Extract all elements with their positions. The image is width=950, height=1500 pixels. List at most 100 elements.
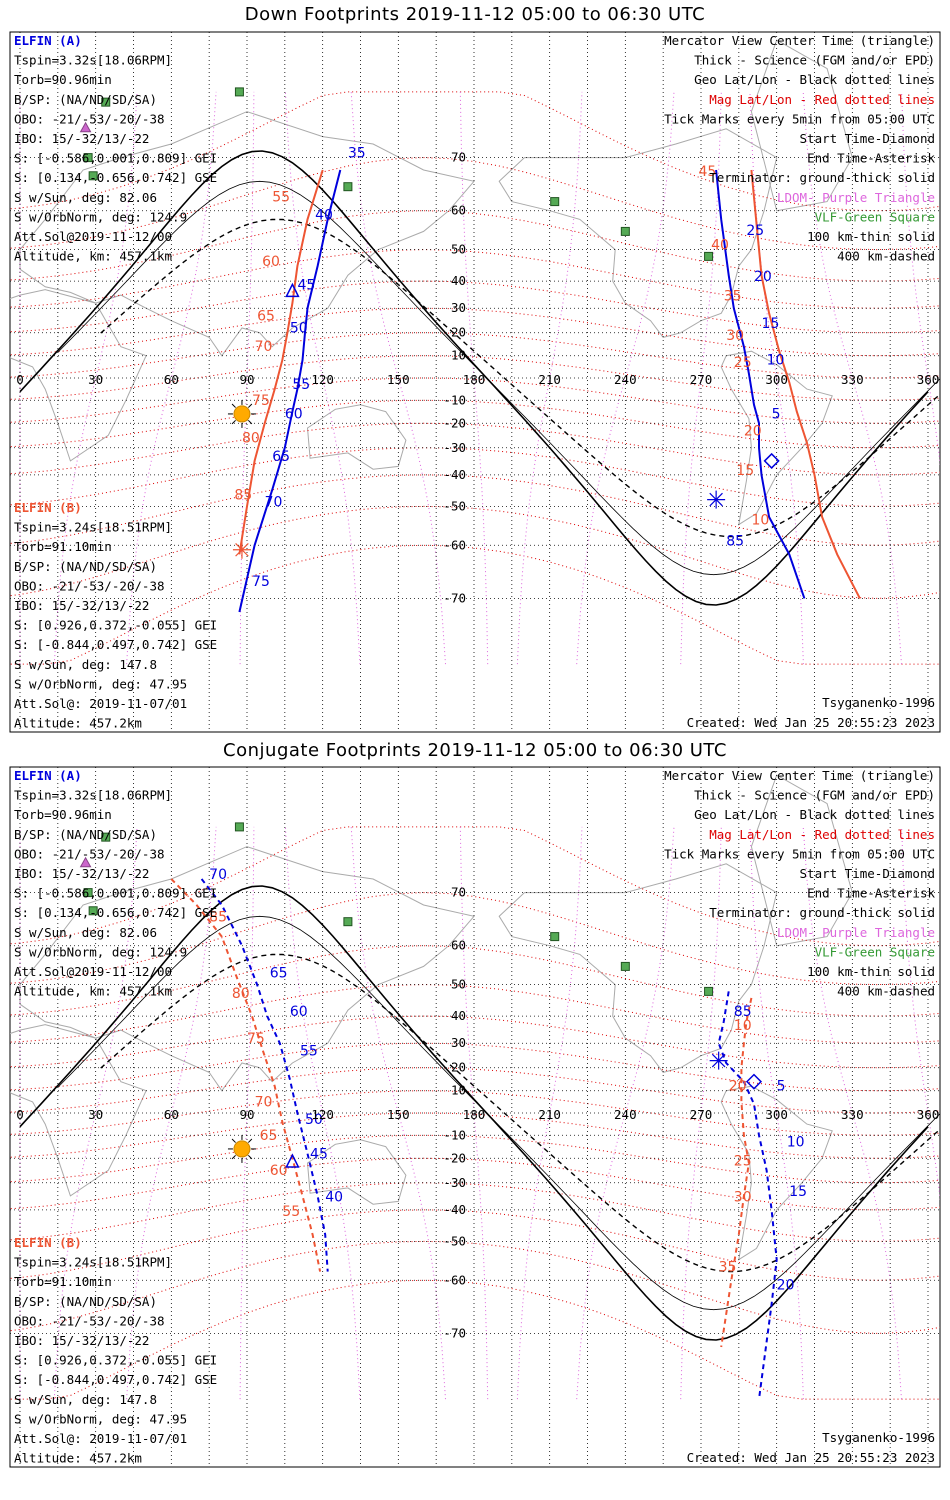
lon-axis-label: 300 xyxy=(765,372,788,387)
elfin-a-tick-label: 40 xyxy=(325,1189,343,1205)
elfin-b-info: Tspin=3.24s[18.51RPM] xyxy=(14,520,172,535)
elfin-a-info: S w/OrbNorm, deg: 124.9 xyxy=(14,944,187,959)
elfin-a-tick-label: 60 xyxy=(290,1004,308,1020)
elfin-b-tick-label: 15 xyxy=(736,463,754,479)
ldom-triangle xyxy=(79,121,92,133)
lon-axis-label: 150 xyxy=(387,372,410,387)
elfin-a-tick-label: 20 xyxy=(754,269,772,285)
legend-entry: Start Time-Diamond xyxy=(800,866,935,881)
elfin-b-label: ELFIN (B) xyxy=(14,500,82,515)
vlf-station-square xyxy=(101,832,111,842)
elfin-a-info: Torb=90.96min xyxy=(14,72,112,87)
elfin-a-tick-label: 85 xyxy=(726,533,744,549)
elfin-a-tick-label: 50 xyxy=(290,321,308,337)
elfin-a-track xyxy=(717,991,778,1400)
lon-axis-label: 0 xyxy=(16,1107,24,1122)
mag-longitude-line xyxy=(901,826,940,1202)
legend-entry: Mercator View Center Time (triangle) xyxy=(664,33,935,48)
vlf-station-square xyxy=(704,986,714,996)
elfin-a-tick-label: 55 xyxy=(300,1044,318,1060)
elfin-a-tick-label: 75 xyxy=(252,574,270,590)
elfin-b-label: ELFIN (B) xyxy=(14,1235,82,1250)
elfin-a-info: S: [0.134,-0.656,0.742] GSE xyxy=(14,170,217,185)
elfin-b-tick-label: 10 xyxy=(751,513,769,529)
mag-latitude-line xyxy=(10,355,940,401)
lon-axis-label: 210 xyxy=(538,372,561,387)
lat-axis-label: -60 xyxy=(443,1272,466,1287)
land-outline xyxy=(720,350,833,526)
lat-axis-label: -20 xyxy=(443,1150,466,1165)
terminator-100km xyxy=(57,180,940,576)
elfin-a-info: S w/Sun, deg: 82.06 xyxy=(14,190,157,205)
mag-latitude-line xyxy=(10,399,940,449)
lat-axis-label: -70 xyxy=(443,1325,466,1340)
elfin-b-info: S: [-0.844,0.497,0.742] GSE xyxy=(14,1372,217,1387)
land-outline xyxy=(498,128,778,338)
elfin-b-info: S w/Sun, deg: 147.8 xyxy=(14,657,157,672)
elfin-b-tick-label: 80 xyxy=(242,431,260,447)
elfin-a-tick-label: 65 xyxy=(270,966,288,982)
land-outline xyxy=(750,774,853,947)
lat-axis-label: -10 xyxy=(443,1127,466,1142)
mag-latitude-line xyxy=(10,1090,940,1136)
lat-axis-label: -30 xyxy=(443,1175,466,1190)
mag-latitude-line xyxy=(10,1134,940,1184)
lat-axis-label: 20 xyxy=(451,325,466,340)
legend-entry: LDOM- Purple Triangle xyxy=(777,925,935,940)
elfin-a-tick-label: 10 xyxy=(787,1135,805,1151)
elfin-b-info: IBO: 15/-32/13/-22 xyxy=(14,1333,149,1348)
legend-entry: 100 km-thin solid xyxy=(807,229,935,244)
lat-axis-label: 10 xyxy=(451,1083,466,1098)
legend-entry: Terminator: ground-thick solid xyxy=(709,170,935,185)
elfin-a-info: S w/Sun, deg: 82.06 xyxy=(14,925,157,940)
lon-axis-label: 240 xyxy=(614,1107,637,1122)
elfin-a-info: S w/OrbNorm, deg: 124.9 xyxy=(14,209,187,224)
start-diamond xyxy=(763,452,780,469)
elfin-a-tick-label: 70 xyxy=(209,867,227,883)
elfin-b-tick-label: 60 xyxy=(262,254,280,270)
elfin-b-tick-label: 70 xyxy=(255,339,273,355)
legend-entry: 100 km-thin solid xyxy=(807,964,935,979)
mag-latitude-line xyxy=(10,826,940,947)
elfin-b-tick-label: 45 xyxy=(698,164,716,180)
mag-latitude-line xyxy=(10,91,940,212)
elfin-b-tick-label: 75 xyxy=(252,393,270,409)
mag-latitude-line xyxy=(10,1015,940,1069)
sun-ray xyxy=(231,1154,236,1160)
lat-axis-label: 50 xyxy=(451,242,466,257)
elfin-a-track xyxy=(715,169,806,599)
legend-entry: Mag Lat/Lon - Red dotted lines xyxy=(709,827,935,842)
mag-latitude-line xyxy=(10,1112,940,1159)
elfin-b-info: Altitude: 457.2km xyxy=(14,716,142,731)
lat-axis-label: -50 xyxy=(443,498,466,513)
elfin-a-info: Tspin=3.32s[18.06RPM] xyxy=(14,53,172,68)
mag-latitude-line xyxy=(10,505,940,599)
elfin-b-tick-label: 85 xyxy=(234,488,252,504)
sun-ray xyxy=(231,1138,236,1143)
elfin-a-info: Torb=90.96min xyxy=(14,807,112,822)
elfin-a-track xyxy=(200,878,329,1272)
elfin-a-info: OBO: -21/-53/-20/-38 xyxy=(14,111,165,126)
vlf-station-square xyxy=(550,197,560,207)
elfin-a-tick-label: 45 xyxy=(297,278,315,294)
lon-axis-label: 120 xyxy=(311,1107,334,1122)
lon-axis-label: 60 xyxy=(164,1107,179,1122)
mag-latitude-line xyxy=(10,1042,940,1092)
land-outline xyxy=(720,1085,833,1261)
elfin-b-track xyxy=(238,169,324,555)
panel1-title: Down Footprints 2019-11-12 05:00 to 06:3… xyxy=(244,4,706,25)
vlf-station-square xyxy=(704,251,714,261)
sun-ray xyxy=(247,403,253,408)
lat-axis-label: -30 xyxy=(443,440,466,455)
elfin-a-tick-label: 35 xyxy=(348,146,366,162)
elfin-b-info: S: [-0.844,0.497,0.742] GSE xyxy=(14,637,217,652)
elfin-b-info: Att.Sol@: 2019-11-07/01 xyxy=(14,1431,187,1446)
mag-longitude-line xyxy=(516,826,583,1400)
elfin-a-tick-label: 50 xyxy=(305,1112,323,1128)
elfin-a-tick-label: 5 xyxy=(772,407,781,423)
elfin-b-tick-label: 60 xyxy=(270,1163,288,1179)
elfin-b-tick-label: 20 xyxy=(729,1079,747,1095)
legend-entry: Mag Lat/Lon - Red dotted lines xyxy=(709,92,935,107)
lon-axis-label: 90 xyxy=(239,1107,254,1122)
elfin-a-tick-label: 55 xyxy=(292,377,310,393)
